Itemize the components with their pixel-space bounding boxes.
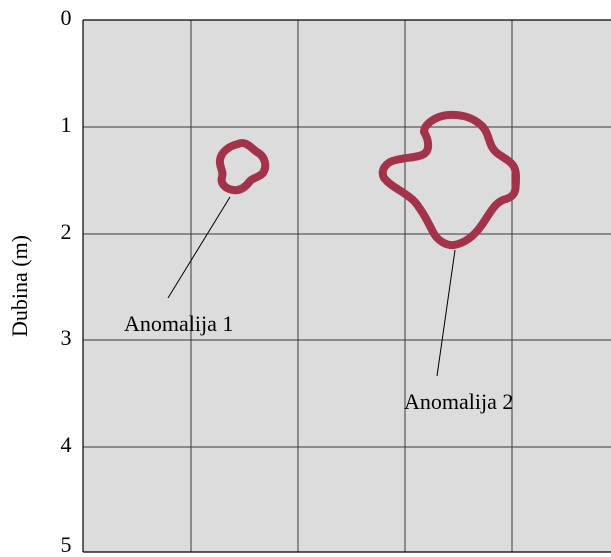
- depth-tick-label: 0: [61, 5, 72, 30]
- anomaly-1-leader-line: [167, 196, 231, 299]
- anomaly-2-leader-line: [436, 249, 456, 377]
- depth-tick-labels: 0 1 2 3 4 5: [61, 5, 72, 557]
- plot-panel: [83, 20, 611, 552]
- depth-tick-label: 4: [61, 432, 72, 457]
- depth-tick-label: 1: [61, 112, 72, 137]
- depth-tick-label: 2: [61, 219, 72, 244]
- y-axis-label: Dubina (m): [7, 235, 32, 337]
- depth-tick-label: 5: [61, 532, 72, 557]
- depth-tick-label: 3: [61, 325, 72, 350]
- anomaly-2-outline: [378, 110, 520, 250]
- anomaly-2-label: Anomalija 2: [404, 389, 513, 414]
- grid: [83, 20, 611, 552]
- anomaly-1-outline: [215, 139, 270, 195]
- anomaly-1-label: Anomalija 1: [124, 311, 233, 336]
